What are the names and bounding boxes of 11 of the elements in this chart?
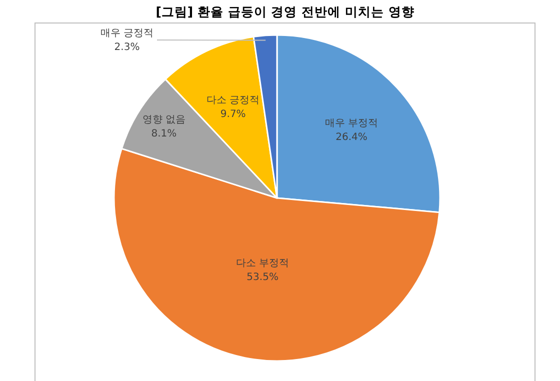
slice-label: 영향 없음 (142, 114, 186, 126)
data-label: 2.3% (114, 42, 140, 53)
data-label: 26.4% (336, 132, 368, 143)
data-label: 53.5% (246, 272, 278, 283)
slice-label: 매우 부정적 (324, 118, 378, 129)
slice-label: 다소 부정적 (236, 258, 290, 269)
chart-title: [그림] 환율 급등이 경영 전반에 미치는 영향 (156, 4, 414, 19)
slice-label: 매우 긍정적 (100, 28, 154, 39)
data-label: 8.1% (151, 128, 177, 140)
data-label: 9.7% (220, 108, 246, 120)
slice-label: 다소 긍정적 (206, 94, 260, 106)
